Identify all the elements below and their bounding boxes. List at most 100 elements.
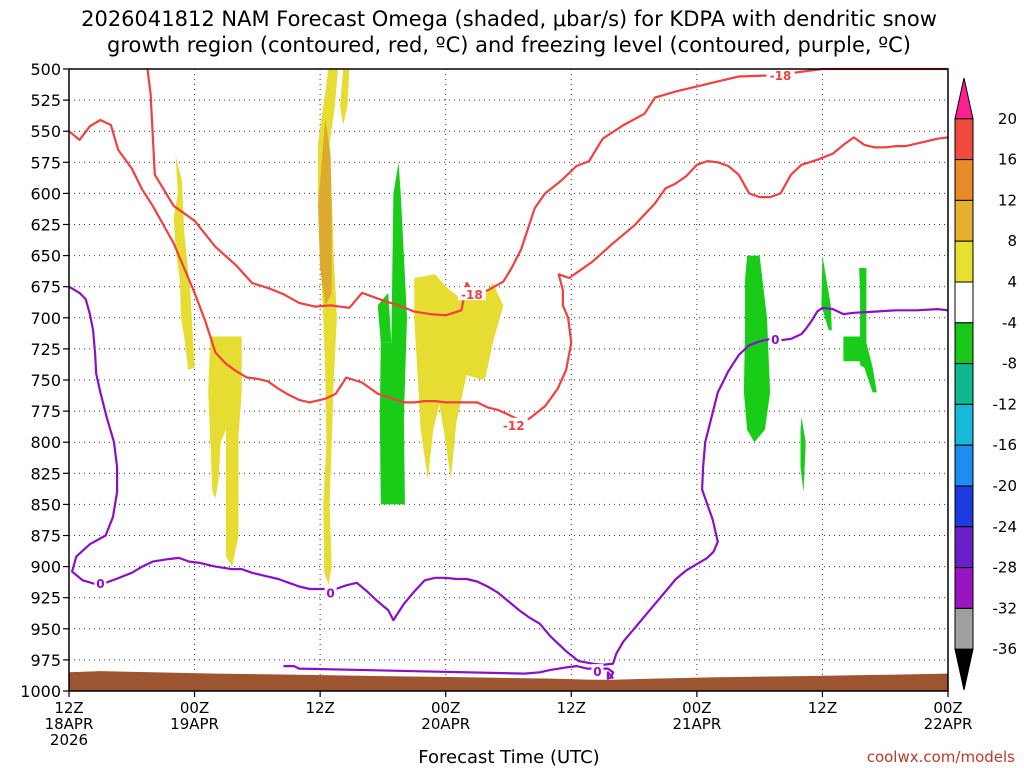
y-tick-label: 700 — [30, 309, 61, 328]
contour-label: -18 — [461, 288, 483, 302]
shade-omega-4-green-bar-3 — [743, 255, 771, 443]
y-tick-label: 975 — [30, 651, 61, 670]
colorbar-swatch — [954, 159, 974, 201]
colorbar-swatch — [954, 403, 974, 446]
y-tick-label: 525 — [30, 91, 61, 110]
x-tick-label: 18APR — [45, 715, 94, 733]
y-tick-label: 825 — [30, 464, 61, 483]
y-tick-label: 875 — [30, 527, 61, 546]
contour-label: 0 — [96, 577, 104, 591]
shade-omega-4-yellow-bar-2 — [208, 336, 242, 567]
y-tick-label: 850 — [30, 495, 61, 514]
y-tick-label: 925 — [30, 589, 61, 608]
y-tick-label: 575 — [30, 153, 61, 172]
shade-omega-8-gold — [318, 118, 332, 306]
ground-ground-brown — [69, 671, 948, 691]
colorbar-label: 8 — [1007, 232, 1017, 250]
shade-omega-4-green-bar-5 — [800, 417, 806, 492]
contour-labels: -18 -18 -12 0 0 0 0 — [94, 68, 795, 679]
y-tick-label: 675 — [30, 278, 61, 297]
colorbar-top-arrow — [954, 77, 974, 120]
x-tick-label: 00Z — [180, 699, 209, 717]
colorbar-bottom-arrow — [954, 648, 974, 691]
colorbar-label: -24 — [993, 518, 1018, 536]
x-tick-label: 12Z — [54, 699, 83, 717]
colorbar-swatch — [954, 281, 974, 324]
colorbar-swatch — [954, 322, 974, 365]
credit-label: coolwx.com/models — [867, 748, 1015, 766]
contour-label: 0 — [771, 333, 779, 347]
chart-title-line2: growth region (contoured, red, ºC) and f… — [107, 33, 911, 57]
contour-purple-near-ground — [283, 664, 615, 680]
x-tick-label: 12Z — [557, 699, 586, 717]
colorbar-label: -12 — [993, 395, 1018, 413]
contour-label-bg — [769, 331, 782, 345]
y-tick-label: 725 — [30, 340, 61, 359]
shade-omega-4-green-bar-4 — [821, 255, 832, 331]
y-tick-label: 900 — [30, 558, 61, 577]
plot-area — [69, 69, 948, 691]
y-tick-label: 1000 — [20, 682, 61, 701]
shade-omega-4-yellow-bar-4 — [340, 69, 350, 125]
colorbar-swatch — [954, 526, 974, 569]
colorbar-swatch — [954, 363, 974, 405]
shade-omega-4-green-bar-2 — [377, 292, 392, 343]
colorbar-swatch — [954, 485, 974, 528]
colorbar-swatch — [954, 199, 974, 242]
shade-omega-4-green-bar-1 — [379, 162, 407, 505]
contour-label: 0 — [593, 665, 601, 679]
contour-label-bg — [591, 664, 604, 678]
x-tick-label: 20APR — [421, 715, 470, 733]
contour-label-bg — [324, 585, 337, 599]
x-tick-label: 00Z — [933, 699, 962, 717]
colorbar-label: -16 — [993, 436, 1018, 454]
colorbar-label: 4 — [1007, 273, 1017, 291]
colorbar: 20 16 12 8 4 -4 -8 -12 -16 -20 -24 -28 -32 -36 — [954, 77, 1018, 691]
colorbar-label: 20 — [998, 110, 1017, 128]
y-tick-label: 750 — [30, 371, 61, 390]
x-tick-label: 00Z — [431, 699, 460, 717]
y-tick-label: 625 — [30, 216, 61, 235]
contour-label-bg — [457, 287, 486, 301]
chart-title-line1: 2026041812 NAM Forecast Omega (shaded, μ… — [81, 7, 937, 31]
colorbar-label: -20 — [993, 477, 1018, 495]
contour-label-bg — [94, 575, 107, 589]
y-tick-label: 500 — [30, 60, 61, 79]
y-tick-label: 650 — [30, 247, 61, 266]
x-tick-label: 22APR — [924, 715, 973, 733]
colorbar-label: 16 — [998, 151, 1017, 169]
x-tick-label: 00Z — [682, 699, 711, 717]
contour-label: -12 — [503, 419, 525, 433]
x-tick-label: 19APR — [170, 715, 219, 733]
x-tick-label: 21APR — [672, 715, 721, 733]
y-axis: 500 525 550 575 600 625 650 675 700 725 750 775 800 8… — [20, 60, 69, 701]
colorbar-label: -8 — [1002, 355, 1017, 373]
colorbar-swatch — [954, 567, 974, 609]
colorbar-swatch — [954, 240, 974, 283]
contour-label-bg — [499, 417, 528, 431]
shade-omega-4-green-bar-6 — [843, 268, 877, 393]
x-axis-label: Forecast Time (UTC) — [418, 747, 599, 768]
colorbar-label: 12 — [998, 191, 1017, 209]
colorbar-label: -4 — [1002, 314, 1017, 332]
y-tick-label: 550 — [30, 122, 61, 141]
contour-label: 0 — [326, 587, 334, 601]
contour-label: -18 — [770, 69, 792, 83]
shade-omega-4-yellow-bar-5 — [414, 274, 504, 480]
x-tick-label: 12Z — [305, 699, 334, 717]
x-tick-label: 2026 — [50, 731, 88, 749]
contour-purple-freezing-level — [68, 285, 949, 667]
colorbar-swatch — [954, 444, 974, 487]
colorbar-label: -28 — [993, 559, 1018, 577]
x-tick-label: 12Z — [808, 699, 837, 717]
y-tick-label: 600 — [30, 184, 61, 203]
contour-label-bg — [766, 68, 795, 82]
colorbar-swatch — [954, 118, 974, 161]
colorbar-label: -36 — [993, 640, 1018, 658]
colorbar-swatch — [954, 607, 974, 650]
y-tick-label: 800 — [30, 433, 61, 452]
y-tick-label: 950 — [30, 620, 61, 639]
colorbar-label: -32 — [993, 599, 1018, 617]
